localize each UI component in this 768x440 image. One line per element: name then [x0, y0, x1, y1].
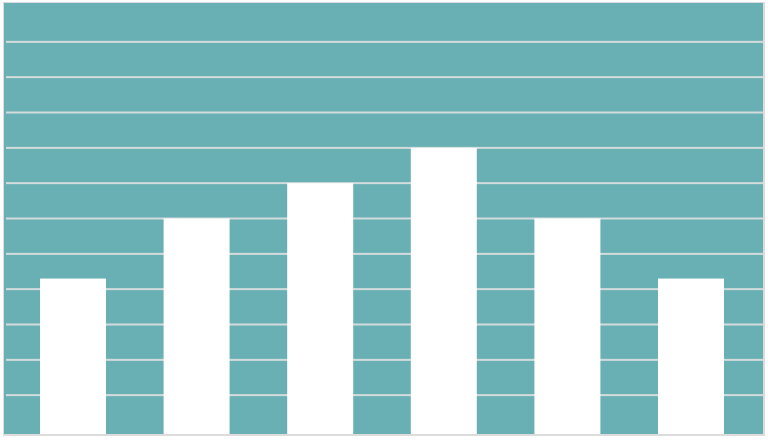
- bar: [40, 278, 106, 434]
- bar: [163, 218, 230, 434]
- bar: [534, 218, 601, 434]
- bar: [287, 183, 354, 434]
- bar: [410, 147, 477, 435]
- bar: [658, 278, 724, 434]
